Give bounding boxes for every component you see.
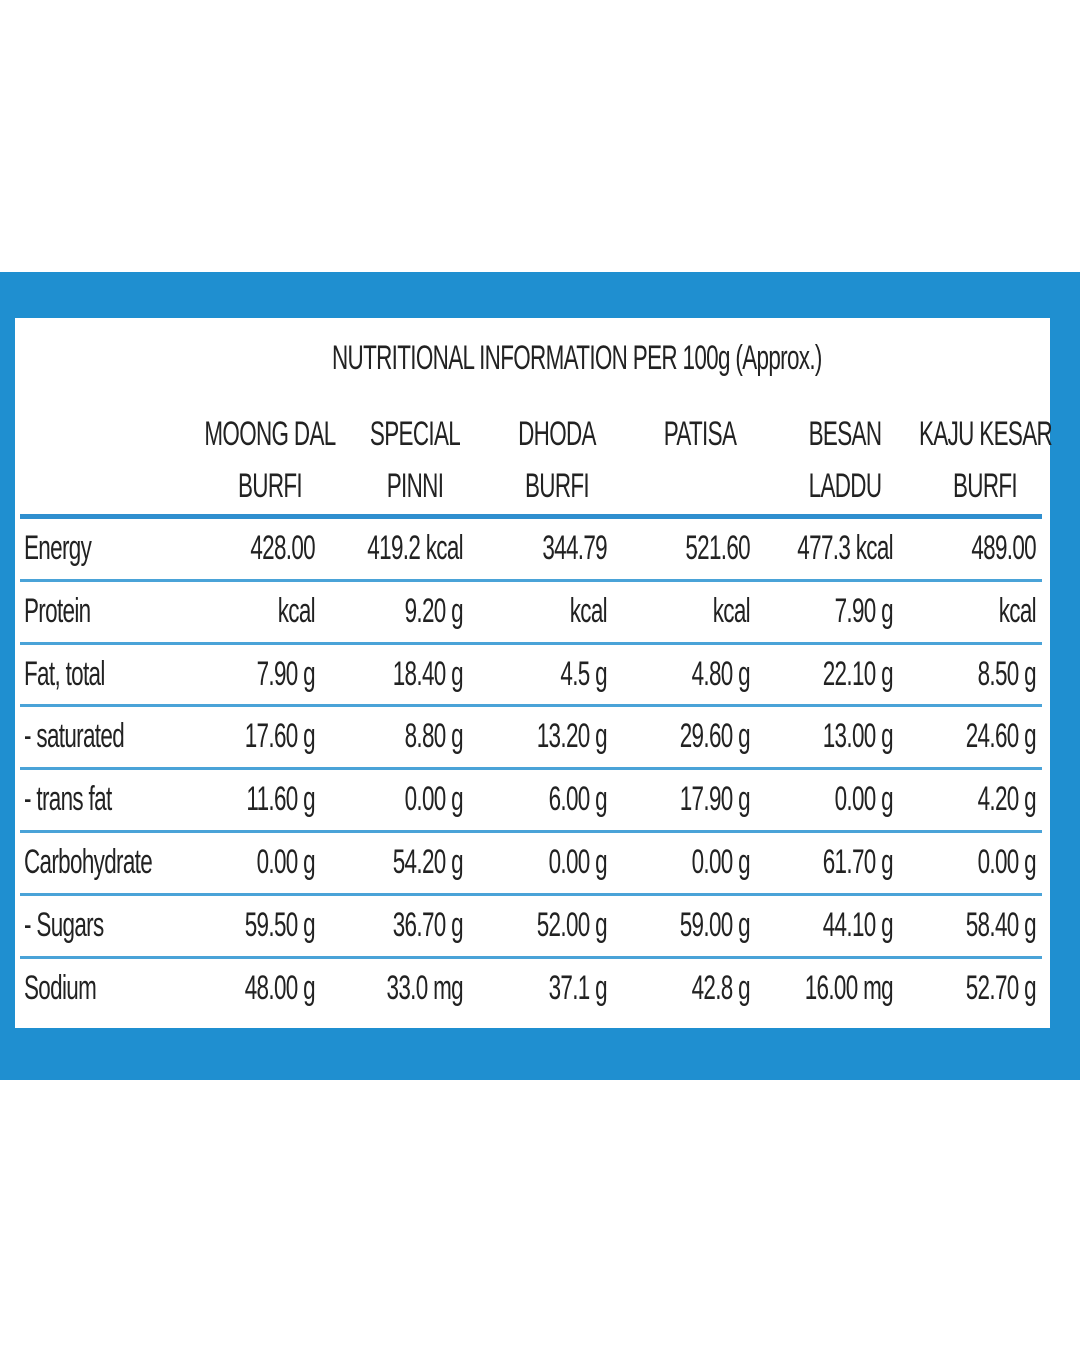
cell: 428.00 — [250, 529, 315, 567]
cell: 0.00 g — [834, 780, 894, 819]
cell: 4.80 g — [691, 654, 751, 693]
row-rule — [20, 578, 1042, 582]
cell: 521.60 — [685, 529, 750, 567]
row-label: - saturated — [24, 717, 125, 756]
column-header: SPECIAL — [369, 415, 461, 453]
cell: 0.00 g — [691, 843, 751, 881]
cell: 477.3 kcal — [797, 529, 893, 567]
column-header: PATISA — [663, 415, 737, 453]
header-rule — [20, 514, 1042, 519]
cell: 24.60 g — [965, 717, 1037, 756]
column-header: LADDU — [808, 467, 882, 505]
cell: 22.10 g — [822, 654, 894, 693]
cell: 33.0 mg — [386, 968, 464, 1007]
table-title: NUTRITIONAL INFORMATION PER 100g (Approx… — [332, 339, 822, 377]
cell: 0.00 g — [256, 843, 316, 881]
cell: 58.40 g — [965, 905, 1037, 944]
row-label: Energy — [24, 529, 92, 567]
cell: 17.90 g — [679, 780, 751, 819]
cell: 8.80 g — [404, 717, 464, 756]
cell: 6.00 g — [548, 780, 608, 819]
cell: 13.00 g — [822, 717, 894, 756]
column-header: BURFI — [237, 467, 303, 505]
row-rule — [20, 767, 1042, 771]
column-header: BURFI — [524, 467, 590, 505]
cell: 48.00 g — [244, 968, 316, 1007]
row-rule — [20, 892, 1042, 896]
row-rule — [20, 641, 1042, 645]
cell: 7.90 g — [834, 591, 894, 630]
column-header: PINNI — [386, 467, 444, 505]
cell: 344.79 — [542, 529, 607, 567]
column-header: KAJU KESAR — [919, 415, 1053, 453]
column-header: BURFI — [952, 467, 1018, 505]
cell: kcal — [712, 591, 751, 630]
cell: 419.2 kcal — [367, 529, 463, 567]
cell: 18.40 g — [392, 654, 464, 693]
cell: 0.00 g — [977, 843, 1037, 881]
cell: 36.70 g — [392, 905, 464, 944]
cell: 61.70 g — [822, 843, 894, 881]
cell: 52.00 g — [536, 905, 608, 944]
cell: 29.60 g — [679, 717, 751, 756]
row-label: Protein — [24, 591, 91, 630]
cell: 59.50 g — [244, 905, 316, 944]
column-header: MOONG DAL — [204, 415, 336, 453]
row-label: Carbohydrate — [24, 843, 153, 881]
cell: 7.90 g — [256, 654, 316, 693]
cell: 8.50 g — [977, 654, 1037, 693]
cell: 489.00 — [971, 529, 1036, 567]
cell: 4.5 g — [560, 654, 607, 693]
cell: 0.00 g — [404, 780, 464, 819]
cell: 37.1 g — [548, 968, 608, 1007]
column-header: BESAN — [808, 415, 882, 453]
cell: 11.60 g — [246, 780, 315, 819]
row-label: - Sugars — [24, 905, 104, 944]
cell: 54.20 g — [392, 843, 464, 881]
cell: 4.20 g — [977, 780, 1037, 819]
cell: 44.10 g — [822, 905, 894, 944]
cell: 42.8 g — [691, 968, 751, 1007]
cell: 0.00 g — [548, 843, 608, 881]
cell: 13.20 g — [536, 717, 608, 756]
row-label: Fat, total — [24, 654, 105, 693]
row-label: - trans fat — [24, 780, 112, 819]
cell: 9.20 g — [404, 591, 464, 630]
cell: 16.00 mg — [804, 968, 894, 1007]
cell: 59.00 g — [679, 905, 751, 944]
cell: 52.70 g — [965, 968, 1037, 1007]
row-label: Sodium — [24, 968, 97, 1007]
cell: kcal — [569, 591, 608, 630]
panel — [15, 318, 1050, 1028]
row-rule — [20, 830, 1042, 833]
cell: kcal — [277, 591, 316, 630]
cell: kcal — [998, 591, 1037, 630]
row-rule — [20, 955, 1042, 959]
row-rule — [20, 704, 1042, 708]
column-header: DHODA — [518, 415, 596, 453]
cell: 17.60 g — [244, 717, 316, 756]
